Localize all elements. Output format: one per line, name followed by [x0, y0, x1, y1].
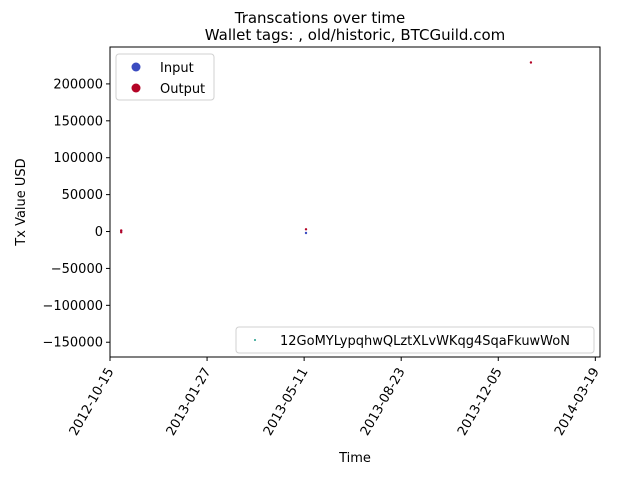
- legend-marker-output: [131, 83, 141, 93]
- legend-label-address: 12GoMYLypqhwQLztXLvWKqg4SqaFkuwWoN: [280, 334, 570, 349]
- legend-marker-input: [131, 62, 141, 72]
- x-axis-label: Time: [338, 451, 371, 466]
- point-input: [304, 231, 308, 235]
- point-output: [120, 231, 123, 234]
- y-tick-label: 100000: [53, 151, 103, 166]
- point-output: [120, 229, 123, 232]
- x-tick-label: 2014-03-19: [552, 366, 603, 439]
- x-tick-label: 2013-05-11: [261, 366, 312, 439]
- y-tick-label: 0: [95, 225, 103, 240]
- chart-title: Wallet tags: , old/historic, BTCGuild.co…: [205, 26, 505, 44]
- legend-frame: [115, 53, 215, 101]
- point-output: [529, 61, 533, 64]
- x-tick-label: 2013-08-23: [358, 366, 409, 439]
- axes-layer: 200000 150000 100000 50000 0 −50000 −100000 −15…: [42, 77, 602, 438]
- points-layer: [120, 61, 533, 235]
- y-tick-label: 50000: [62, 188, 103, 203]
- chart-suptitle: Transcations over time: [234, 9, 406, 27]
- legend-input-output: Input Output: [115, 53, 215, 101]
- y-tick-label: −100000: [42, 299, 103, 314]
- legend-label-output: Output: [160, 82, 205, 97]
- legend-frame: [235, 326, 595, 354]
- y-tick-label: −150000: [42, 336, 103, 351]
- legend-marker-address: [254, 339, 256, 341]
- y-tick-label: 200000: [53, 77, 103, 92]
- y-axis-label: Tx Value USD: [14, 158, 29, 246]
- x-tick-label: 2013-01-27: [164, 366, 215, 439]
- y-tick-label: −50000: [51, 262, 103, 277]
- x-tick-label: 2013-12-05: [455, 366, 506, 439]
- legend-label-input: Input: [160, 61, 194, 76]
- point-output: [304, 228, 308, 231]
- x-tick-label: 2012-10-15: [67, 366, 118, 439]
- y-tick-label: 150000: [53, 114, 103, 129]
- legend-wallet-address: 12GoMYLypqhwQLztXLvWKqg4SqaFkuwWoN: [235, 326, 595, 354]
- plot-frame: [109, 46, 601, 358]
